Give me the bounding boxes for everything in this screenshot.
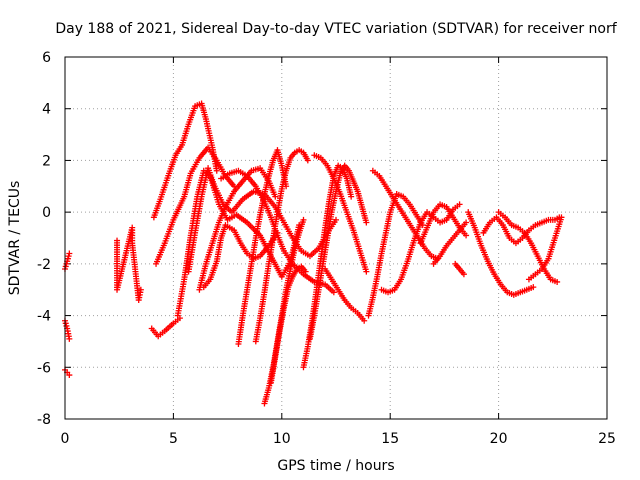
x-axis-label: GPS time / hours [277,458,394,474]
data-point [304,157,311,164]
x-tick-label: 25 [598,431,616,447]
x-tick-label: 5 [169,431,178,447]
y-tick-label: 0 [42,205,51,221]
x-tick-label: 20 [490,431,508,447]
data-point [137,286,144,293]
data-point [330,289,337,296]
y-tick-label: 4 [42,102,51,118]
data-point [213,167,220,174]
y-tick-label: -2 [37,257,51,273]
data-point [300,216,307,223]
y-tick-label: 6 [42,50,51,66]
data-point [361,317,368,324]
data-point [530,284,537,291]
y-tick-label: 2 [42,153,51,169]
data-point [554,278,561,285]
y-tick-label: -6 [37,360,51,376]
data-point [302,268,309,275]
y-tick-label: -8 [37,412,51,428]
grid-lines [65,57,607,419]
y-axis-label: SDTVAR / TECUs [7,181,23,296]
y-tick-label: -4 [37,309,51,325]
data-point [66,250,73,257]
data-point [460,271,467,278]
data-point [363,219,370,226]
data-point [456,201,463,208]
data-point [463,219,470,226]
data-point [272,193,279,200]
data-point [66,335,73,342]
data-point [463,232,470,239]
data-point [333,216,339,223]
x-tick-label: 0 [61,431,70,447]
plot-frame [64,56,608,420]
data-point [363,268,370,275]
data-point [348,193,355,200]
x-tick-label: 15 [381,431,399,447]
data-points [62,100,565,407]
axis-ticks: 0 5 10 15 20 25 -8 -6 -4 -2 0 2 4 6 [37,50,616,447]
data-point [66,372,73,379]
data-point [558,214,565,221]
x-tick-label: 10 [273,431,291,447]
chart-title: Day 188 of 2021, Sidereal Day-to-day VTE… [55,21,617,37]
